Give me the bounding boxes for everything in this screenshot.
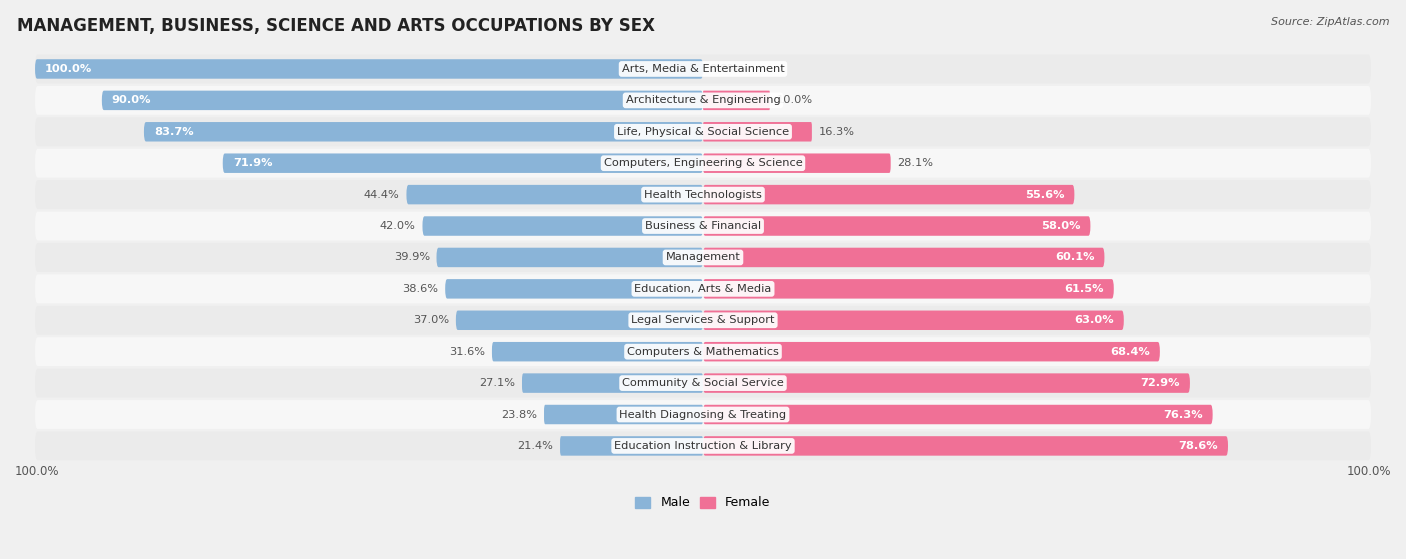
Text: 55.6%: 55.6% [1025,190,1064,200]
Text: 42.0%: 42.0% [380,221,416,231]
Text: Legal Services & Support: Legal Services & Support [631,315,775,325]
FancyBboxPatch shape [703,91,770,110]
Text: 16.3%: 16.3% [818,127,855,137]
Text: 60.1%: 60.1% [1054,253,1094,262]
FancyBboxPatch shape [35,432,1371,461]
Text: Computers & Mathematics: Computers & Mathematics [627,347,779,357]
FancyBboxPatch shape [522,373,703,393]
FancyBboxPatch shape [35,180,1371,209]
Text: 28.1%: 28.1% [897,158,934,168]
FancyBboxPatch shape [35,59,703,79]
FancyBboxPatch shape [544,405,703,424]
FancyBboxPatch shape [406,185,703,205]
FancyBboxPatch shape [703,342,1160,362]
Text: 100.0%: 100.0% [45,64,93,74]
Text: 10.0%: 10.0% [776,96,813,106]
Text: Health Technologists: Health Technologists [644,190,762,200]
Text: Health Diagnosing & Treating: Health Diagnosing & Treating [620,410,786,419]
FancyBboxPatch shape [35,306,1371,335]
Text: 72.9%: 72.9% [1140,378,1180,388]
Text: 100.0%: 100.0% [1347,466,1391,479]
FancyBboxPatch shape [222,154,703,173]
Text: 37.0%: 37.0% [413,315,449,325]
Text: Source: ZipAtlas.com: Source: ZipAtlas.com [1271,17,1389,27]
FancyBboxPatch shape [143,122,703,141]
Text: 76.3%: 76.3% [1163,410,1202,419]
FancyBboxPatch shape [35,400,1371,429]
Text: Life, Physical & Social Science: Life, Physical & Social Science [617,127,789,137]
FancyBboxPatch shape [35,149,1371,178]
FancyBboxPatch shape [703,311,1123,330]
Text: 71.9%: 71.9% [233,158,273,168]
FancyBboxPatch shape [422,216,703,236]
Text: Arts, Media & Entertainment: Arts, Media & Entertainment [621,64,785,74]
FancyBboxPatch shape [35,337,1371,366]
Text: 61.5%: 61.5% [1064,284,1104,294]
Text: Architecture & Engineering: Architecture & Engineering [626,96,780,106]
Text: 63.0%: 63.0% [1074,315,1114,325]
Text: MANAGEMENT, BUSINESS, SCIENCE AND ARTS OCCUPATIONS BY SEX: MANAGEMENT, BUSINESS, SCIENCE AND ARTS O… [17,17,655,35]
Text: Computers, Engineering & Science: Computers, Engineering & Science [603,158,803,168]
FancyBboxPatch shape [35,55,1371,83]
Legend: Male, Female: Male, Female [630,491,776,514]
Text: 68.4%: 68.4% [1111,347,1150,357]
FancyBboxPatch shape [492,342,703,362]
Text: 23.8%: 23.8% [502,410,537,419]
Text: 83.7%: 83.7% [153,127,194,137]
FancyBboxPatch shape [703,185,1074,205]
FancyBboxPatch shape [35,274,1371,304]
FancyBboxPatch shape [703,122,811,141]
Text: Education, Arts & Media: Education, Arts & Media [634,284,772,294]
Text: 90.0%: 90.0% [112,96,152,106]
FancyBboxPatch shape [703,436,1227,456]
FancyBboxPatch shape [703,216,1091,236]
FancyBboxPatch shape [35,211,1371,240]
Text: Education Instruction & Library: Education Instruction & Library [614,441,792,451]
Text: 27.1%: 27.1% [479,378,516,388]
Text: 100.0%: 100.0% [15,466,59,479]
FancyBboxPatch shape [101,91,703,110]
FancyBboxPatch shape [35,117,1371,146]
FancyBboxPatch shape [703,405,1212,424]
Text: 38.6%: 38.6% [402,284,439,294]
FancyBboxPatch shape [703,279,1114,299]
Text: 39.9%: 39.9% [394,253,430,262]
Text: 21.4%: 21.4% [517,441,554,451]
Text: Business & Financial: Business & Financial [645,221,761,231]
FancyBboxPatch shape [560,436,703,456]
Text: Community & Social Service: Community & Social Service [621,378,785,388]
FancyBboxPatch shape [456,311,703,330]
FancyBboxPatch shape [703,373,1189,393]
Text: 78.6%: 78.6% [1178,441,1218,451]
Text: Management: Management [665,253,741,262]
FancyBboxPatch shape [35,243,1371,272]
FancyBboxPatch shape [35,86,1371,115]
FancyBboxPatch shape [703,248,1105,267]
FancyBboxPatch shape [35,368,1371,397]
FancyBboxPatch shape [436,248,703,267]
Text: 58.0%: 58.0% [1040,221,1080,231]
FancyBboxPatch shape [703,154,890,173]
FancyBboxPatch shape [446,279,703,299]
Text: 44.4%: 44.4% [364,190,399,200]
Text: 0.0%: 0.0% [710,64,738,74]
Text: 31.6%: 31.6% [450,347,485,357]
